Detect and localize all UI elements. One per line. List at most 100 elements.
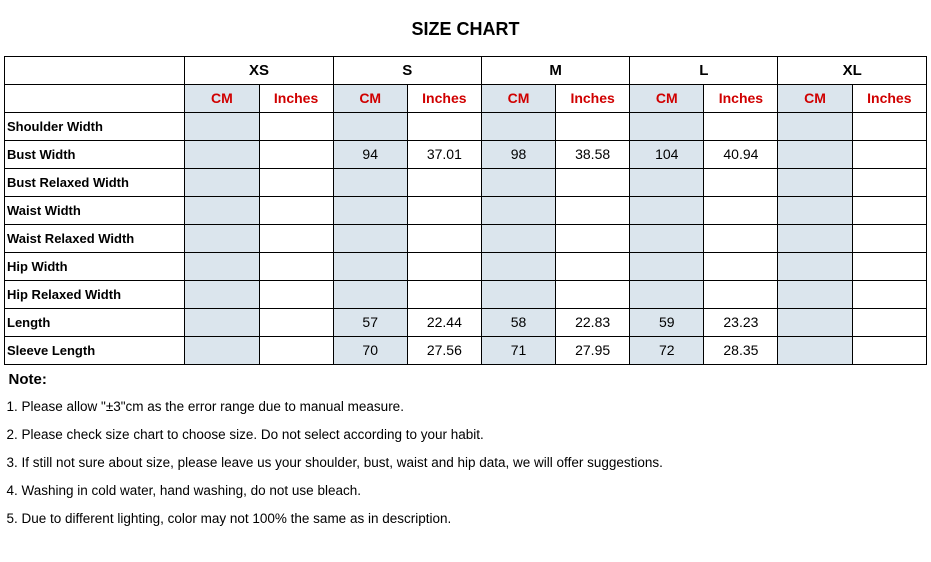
cell-inches [704, 112, 778, 140]
cell-inches [852, 168, 926, 196]
cell-inches [852, 252, 926, 280]
size-header-xl: XL [778, 56, 927, 84]
cell-cm [778, 280, 852, 308]
cell-inches [556, 252, 630, 280]
cell-cm [630, 112, 704, 140]
cell-inches: 28.35 [704, 336, 778, 364]
cell-inches [259, 336, 333, 364]
cell-cm [185, 252, 259, 280]
cell-inches [407, 224, 481, 252]
cell-inches [556, 224, 630, 252]
unit-cm-m: CM [481, 84, 555, 112]
cell-inches [556, 112, 630, 140]
unit-blank [5, 84, 185, 112]
cell-cm: 104 [630, 140, 704, 168]
cell-cm [778, 336, 852, 364]
note-line-4: 4. Washing in cold water, hand washing, … [5, 476, 927, 504]
unit-cm-xs: CM [185, 84, 259, 112]
chart-title: SIZE CHART [5, 4, 927, 56]
cell-inches [259, 280, 333, 308]
cell-inches [852, 140, 926, 168]
size-header-m: M [481, 56, 629, 84]
unit-cm-s: CM [333, 84, 407, 112]
cell-inches [852, 336, 926, 364]
cell-cm [778, 140, 852, 168]
cell-cm [185, 168, 259, 196]
cell-cm [778, 308, 852, 336]
cell-cm: 58 [481, 308, 555, 336]
cell-inches [259, 140, 333, 168]
cell-cm [185, 280, 259, 308]
cell-cm [333, 196, 407, 224]
note-line-2: 2. Please check size chart to choose siz… [5, 420, 927, 448]
cell-cm [778, 252, 852, 280]
cell-inches [407, 196, 481, 224]
cell-inches [259, 252, 333, 280]
cell-cm [481, 224, 555, 252]
size-chart-table: SIZE CHARTXSSMLXLCMInchesCMInchesCMInche… [4, 4, 927, 532]
row-label: Bust Width [5, 140, 185, 168]
cell-cm [481, 168, 555, 196]
cell-inches [407, 112, 481, 140]
cell-cm [333, 252, 407, 280]
cell-cm: 70 [333, 336, 407, 364]
cell-inches [704, 168, 778, 196]
cell-cm: 71 [481, 336, 555, 364]
cell-inches: 23.23 [704, 308, 778, 336]
cell-cm [778, 196, 852, 224]
unit-inches-xs: Inches [259, 84, 333, 112]
cell-cm: 98 [481, 140, 555, 168]
cell-cm [778, 112, 852, 140]
row-label: Waist Width [5, 196, 185, 224]
cell-inches [852, 196, 926, 224]
note-title: Note: [5, 364, 927, 392]
unit-inches-s: Inches [407, 84, 481, 112]
cell-inches [407, 168, 481, 196]
row-label: Length [5, 308, 185, 336]
cell-cm [333, 112, 407, 140]
size-header-s: S [333, 56, 481, 84]
cell-inches: 22.83 [556, 308, 630, 336]
cell-inches [852, 280, 926, 308]
cell-inches: 27.95 [556, 336, 630, 364]
cell-cm [185, 140, 259, 168]
cell-cm: 57 [333, 308, 407, 336]
cell-inches [407, 252, 481, 280]
cell-cm: 94 [333, 140, 407, 168]
cell-cm [333, 280, 407, 308]
cell-inches [704, 224, 778, 252]
cell-cm: 72 [630, 336, 704, 364]
cell-inches: 37.01 [407, 140, 481, 168]
unit-cm-l: CM [630, 84, 704, 112]
cell-cm [630, 196, 704, 224]
cell-cm [185, 308, 259, 336]
cell-cm [185, 336, 259, 364]
cell-cm [778, 224, 852, 252]
row-label: Shoulder Width [5, 112, 185, 140]
cell-inches [259, 224, 333, 252]
note-line-3: 3. If still not sure about size, please … [5, 448, 927, 476]
cell-cm [333, 224, 407, 252]
unit-cm-xl: CM [778, 84, 852, 112]
cell-inches [556, 280, 630, 308]
cell-cm [630, 252, 704, 280]
cell-inches [259, 168, 333, 196]
row-label: Sleeve Length [5, 336, 185, 364]
row-label: Waist Relaxed Width [5, 224, 185, 252]
cell-cm [481, 280, 555, 308]
row-label: Hip Width [5, 252, 185, 280]
cell-inches [704, 252, 778, 280]
cell-inches: 38.58 [556, 140, 630, 168]
cell-inches [852, 112, 926, 140]
cell-cm [481, 196, 555, 224]
row-label: Bust Relaxed Width [5, 168, 185, 196]
cell-cm [185, 196, 259, 224]
note-line-1: 1. Please allow "±3"cm as the error rang… [5, 392, 927, 420]
cell-cm [630, 168, 704, 196]
unit-inches-l: Inches [704, 84, 778, 112]
cell-cm [481, 252, 555, 280]
cell-cm [778, 168, 852, 196]
cell-cm [630, 280, 704, 308]
unit-inches-xl: Inches [852, 84, 926, 112]
cell-inches [556, 168, 630, 196]
